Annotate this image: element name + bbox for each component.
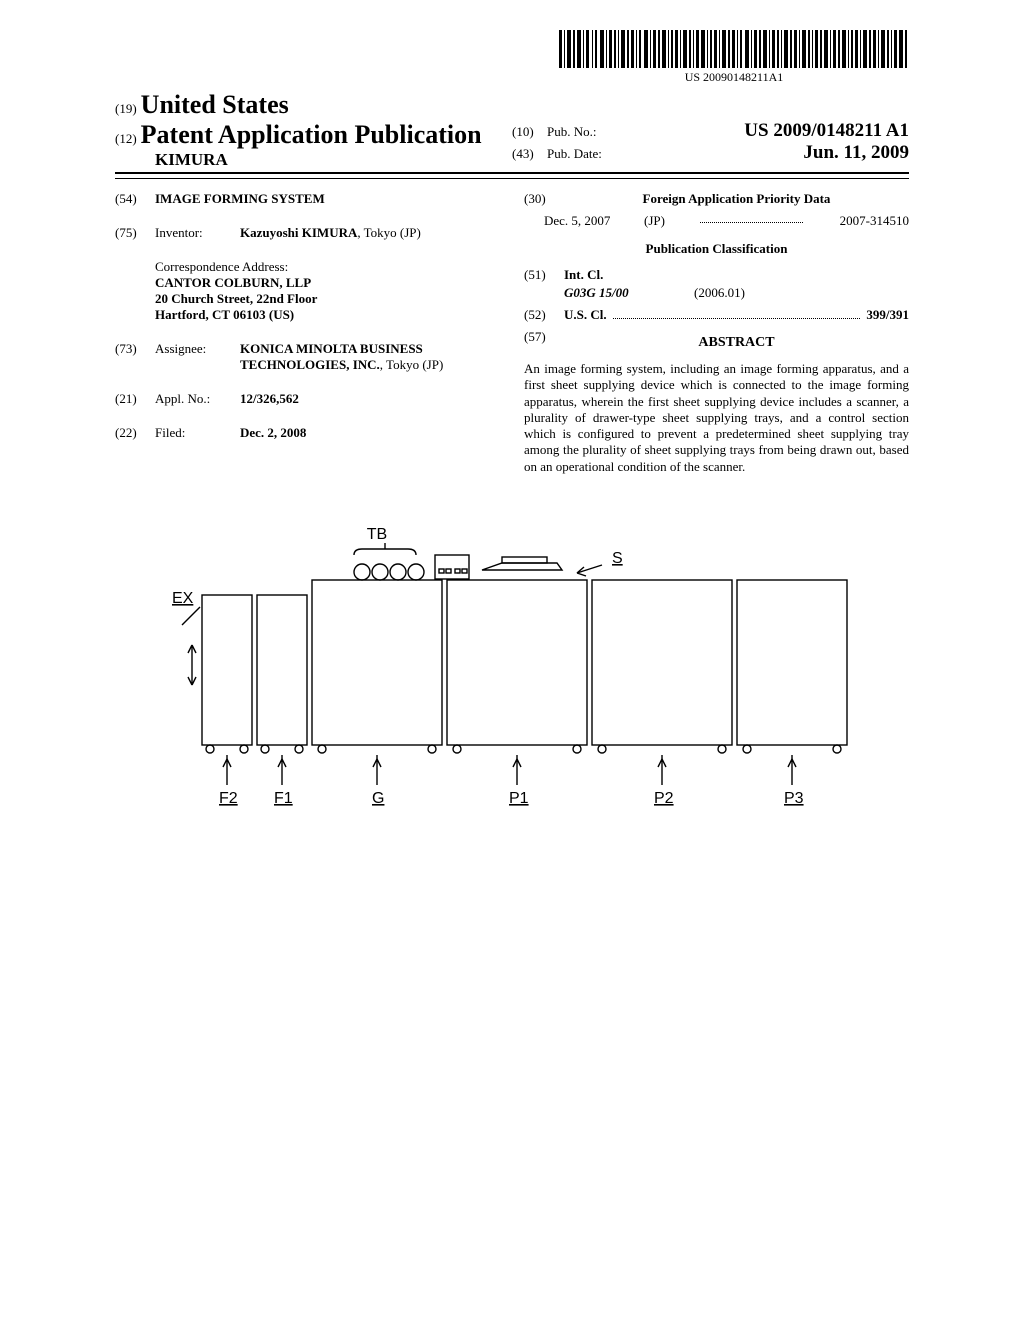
applicant-name: KIMURA — [155, 150, 512, 170]
pub-no-label: Pub. No.: — [547, 124, 596, 140]
fig-label-p2: P2 — [654, 790, 674, 807]
header: (19) United States (12) Patent Applicati… — [115, 90, 909, 174]
assignee-loc: , Tokyo (JP) — [380, 357, 444, 372]
uscl-value: 399/391 — [866, 307, 909, 323]
fig-label-tb: TB — [367, 526, 387, 543]
ipc-row: G03G 15/00 (2006.01) — [564, 285, 909, 301]
code-52: (52) — [524, 307, 564, 323]
abstract-heading: ABSTRACT — [564, 335, 909, 351]
code-19: (19) — [115, 101, 137, 116]
applno-label: Appl. No.: — [155, 391, 240, 407]
applno-value: 12/326,562 — [240, 391, 500, 407]
dots-leader — [613, 309, 861, 319]
biblio-left-column: (54) IMAGE FORMING SYSTEM (75) Inventor:… — [115, 191, 500, 475]
fig-label-g: G — [372, 790, 384, 807]
foreign-priority-heading: Foreign Application Priority Data — [564, 191, 909, 207]
code-22: (22) — [115, 425, 155, 441]
ipc-code: G03G 15/00 — [564, 285, 694, 301]
divider — [115, 178, 909, 179]
assignee-label: Assignee: — [155, 341, 240, 373]
pub-date: Jun. 11, 2009 — [803, 142, 909, 164]
uscl-field: (52) U.S. Cl. 399/391 — [524, 307, 909, 323]
inventor-loc: , Tokyo (JP) — [357, 225, 421, 240]
code-12: (12) — [115, 131, 137, 146]
code-75: (75) — [115, 225, 155, 241]
priority-row: Dec. 5, 2007 (JP) 2007-314510 — [544, 213, 909, 229]
code-73: (73) — [115, 341, 155, 373]
abstract-text: An image forming system, including an im… — [524, 361, 909, 475]
filed-label: Filed: — [155, 425, 240, 441]
fig-label-f2: F2 — [219, 790, 238, 807]
barcode-graphic — [559, 30, 909, 68]
inventor-label: Inventor: — [155, 225, 240, 241]
code-21: (21) — [115, 391, 155, 407]
correspondence-block: Correspondence Address: CANTOR COLBURN, … — [155, 259, 500, 323]
title-field: (54) IMAGE FORMING SYSTEM — [115, 191, 500, 207]
filed-field: (22) Filed: Dec. 2, 2008 — [115, 425, 500, 441]
foreign-priority-heading-row: (30) Foreign Application Priority Data — [524, 191, 909, 207]
invention-title: IMAGE FORMING SYSTEM — [155, 191, 500, 207]
barcode-number: US 20090148211A1 — [559, 70, 909, 85]
fig-label-p3: P3 — [784, 790, 804, 807]
code-10: (10) — [512, 124, 547, 140]
code-57: (57) — [524, 329, 564, 357]
barcode-block: US 20090148211A1 — [115, 30, 909, 86]
correspondence-line-2: Hartford, CT 06103 (US) — [155, 307, 500, 323]
code-51: (51) — [524, 267, 564, 283]
uscl-label: U.S. Cl. — [564, 307, 607, 323]
intcl-field: (51) Int. Cl. — [524, 267, 909, 283]
code-30: (30) — [524, 191, 564, 207]
pub-date-label: Pub. Date: — [547, 146, 602, 162]
inventor-name: Kazuyoshi KIMURA — [240, 225, 357, 240]
intcl-label: Int. Cl. — [564, 267, 603, 283]
correspondence-line-0: CANTOR COLBURN, LLP — [155, 275, 500, 291]
pub-class-heading: Publication Classification — [524, 241, 909, 257]
applno-field: (21) Appl. No.: 12/326,562 — [115, 391, 500, 407]
priority-appnum: 2007-314510 — [809, 213, 909, 229]
priority-cc: (JP) — [644, 213, 694, 229]
fig-label-p1: P1 — [509, 790, 529, 807]
code-54: (54) — [115, 191, 155, 207]
assignee-field: (73) Assignee: KONICA MINOLTA BUSINESS T… — [115, 341, 500, 373]
patent-figure: TB S EX F2 F1 G P1 P2 P3 — [162, 525, 862, 825]
correspondence-line-1: 20 Church Street, 22nd Floor — [155, 291, 500, 307]
dots-leader — [700, 213, 803, 223]
code-43: (43) — [512, 146, 547, 162]
ipc-version: (2006.01) — [694, 285, 745, 301]
priority-date: Dec. 5, 2007 — [544, 213, 644, 229]
country: United States — [141, 90, 289, 119]
pub-type: Patent Application Publication — [141, 120, 482, 149]
pub-no: US 2009/0148211 A1 — [744, 120, 909, 142]
filed-value: Dec. 2, 2008 — [240, 425, 500, 441]
fig-label-ex: EX — [172, 590, 194, 607]
abstract-heading-row: (57) ABSTRACT — [524, 329, 909, 357]
inventor-field: (75) Inventor: Kazuyoshi KIMURA, Tokyo (… — [115, 225, 500, 241]
fig-label-s: S — [612, 550, 623, 567]
biblio-right-column: (30) Foreign Application Priority Data D… — [524, 191, 909, 475]
correspondence-heading: Correspondence Address: — [155, 259, 500, 275]
fig-label-f1: F1 — [274, 790, 293, 807]
figure: TB S EX F2 F1 G P1 P2 P3 — [115, 525, 909, 830]
